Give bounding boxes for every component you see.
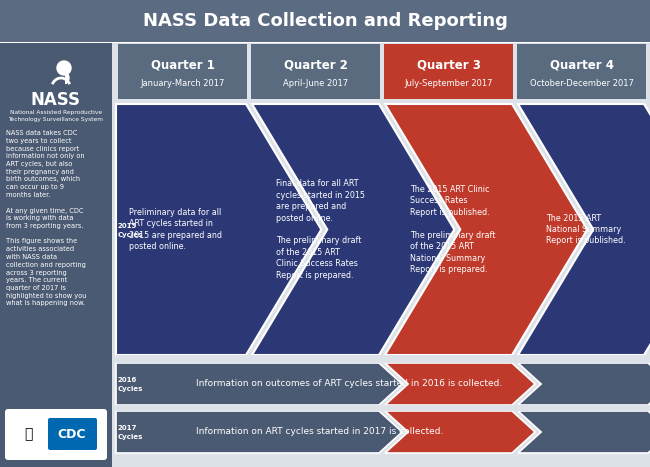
Text: April-June 2017: April-June 2017 (283, 79, 348, 88)
Bar (116, 355, 650, 363)
Polygon shape (116, 104, 321, 355)
Polygon shape (518, 104, 650, 355)
Circle shape (57, 61, 71, 75)
Text: The 2015 ART Clinic
Success Rates
Report is published.

The preliminary draft
of: The 2015 ART Clinic Success Rates Report… (410, 185, 496, 274)
Bar (118, 44, 247, 99)
Polygon shape (66, 72, 69, 84)
Polygon shape (518, 411, 650, 453)
Text: January-March 2017: January-March 2017 (140, 79, 225, 88)
Text: NASS Data Collection and Reporting: NASS Data Collection and Reporting (142, 12, 508, 30)
Text: The 2015 ART
National Summary
Report is published.: The 2015 ART National Summary Report is … (547, 213, 626, 246)
Polygon shape (252, 104, 454, 355)
Text: 2016: 2016 (118, 377, 137, 383)
Bar (0, 42, 112, 467)
Text: Quarter 3: Quarter 3 (417, 58, 480, 71)
Text: NASS: NASS (31, 91, 81, 109)
Text: Cycles: Cycles (118, 386, 144, 392)
Text: Quarter 2: Quarter 2 (283, 58, 348, 71)
Bar (116, 405, 650, 411)
Bar (517, 44, 646, 99)
Bar (251, 44, 380, 99)
Text: Quarter 4: Quarter 4 (549, 58, 614, 71)
Polygon shape (385, 104, 588, 355)
Polygon shape (385, 411, 535, 453)
Text: National Assisted Reproductive
Technology Surveillance System: National Assisted Reproductive Technolog… (8, 110, 103, 121)
Text: Quarter 1: Quarter 1 (151, 58, 214, 71)
Polygon shape (116, 411, 402, 453)
Text: Preliminary data for all
ART cycles started in
2015 are prepared and
posted onli: Preliminary data for all ART cycles star… (129, 208, 222, 251)
Text: Cycles: Cycles (118, 233, 144, 239)
Text: 2015: 2015 (118, 222, 137, 228)
FancyBboxPatch shape (5, 409, 107, 460)
Bar (116, 102, 650, 357)
Text: Information on ART cycles started in 2017 is collected.: Information on ART cycles started in 201… (196, 427, 443, 437)
Text: July-September 2017: July-September 2017 (404, 79, 493, 88)
Text: Final data for all ART
cycles started in 2015
are prepared and
posted online.

T: Final data for all ART cycles started in… (276, 179, 365, 280)
Text: 🦅: 🦅 (24, 427, 32, 441)
Polygon shape (385, 363, 535, 405)
Text: 2017: 2017 (118, 425, 137, 431)
Polygon shape (116, 363, 402, 405)
Text: October-December 2017: October-December 2017 (530, 79, 634, 88)
Text: CDC: CDC (58, 427, 86, 440)
Text: NASS data takes CDC
two years to collect
because clinics report
information not : NASS data takes CDC two years to collect… (6, 130, 86, 306)
Text: Cycles: Cycles (118, 434, 144, 440)
Bar (0, 0, 650, 42)
Text: Information on outcomes of ART cycles started in 2016 is collected.: Information on outcomes of ART cycles st… (196, 380, 502, 389)
FancyBboxPatch shape (48, 418, 97, 450)
Polygon shape (518, 363, 650, 405)
Bar (384, 44, 513, 99)
Bar (0, 42, 650, 43)
